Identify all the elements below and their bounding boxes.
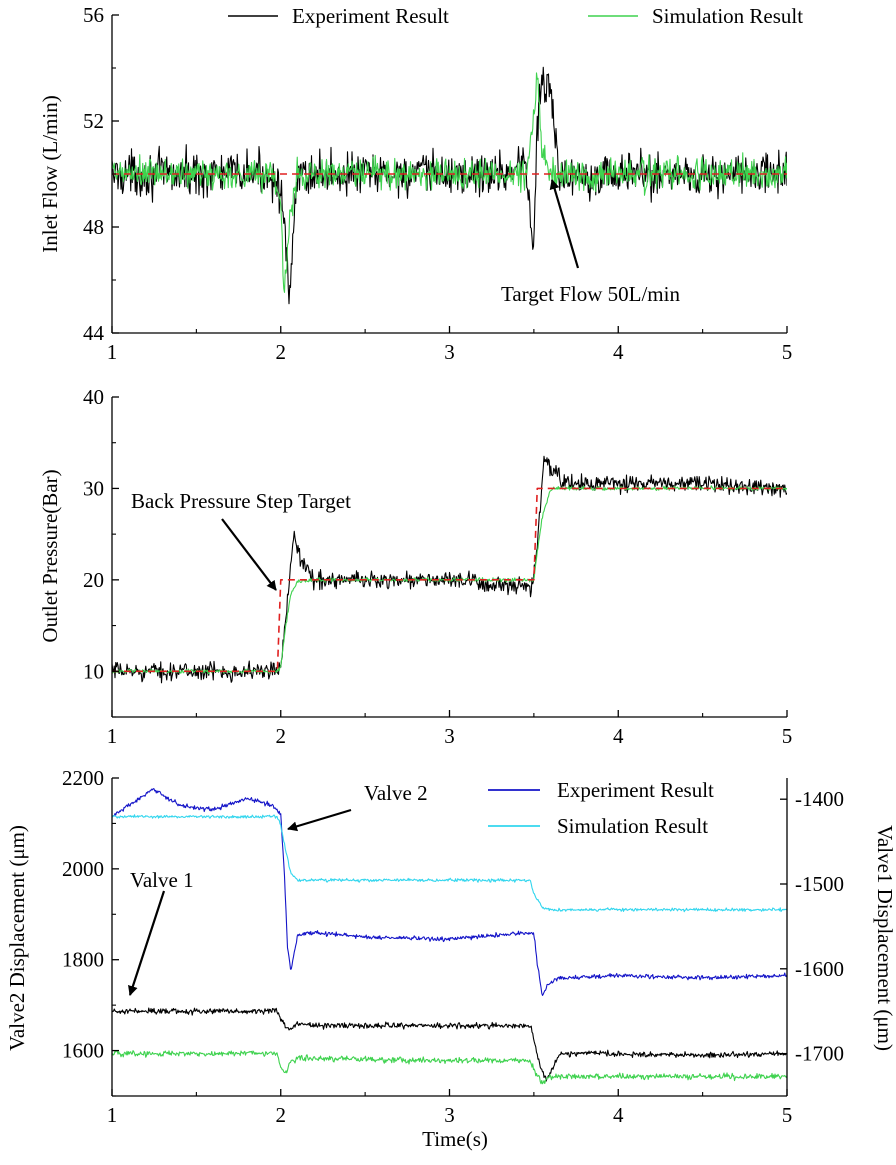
x-tick-label: 2 — [276, 724, 287, 748]
annotation-label: Back Pressure Step Target — [131, 489, 351, 513]
annotation-arrow — [287, 808, 352, 832]
y-axis-label: Outlet Pressure(Bar) — [38, 469, 62, 642]
y-tick-label: 44 — [83, 321, 105, 345]
y2-tick-label: -1400 — [795, 787, 844, 811]
y-tick-label: 52 — [83, 109, 104, 133]
annotation-label: Target Flow 50L/min — [501, 282, 680, 306]
valve-displacement-panel: 1 2 3 4 5 1600 1800 2000 2200 -1700 -1600 -1500 -1… — [5, 766, 896, 1151]
annotation-valve-1: Valve 1 — [128, 868, 194, 996]
y-axis-label-right: Valve1 Displacement (μm) — [873, 825, 896, 1051]
y-tick-label: 10 — [83, 659, 104, 683]
series-line-2 — [112, 487, 787, 673]
x-axis-label: Time(s) — [422, 1127, 488, 1151]
y-axis-label: Inlet Flow (L/min) — [38, 95, 62, 252]
x-tick-label: 3 — [444, 724, 455, 748]
y2-tick-label: -1700 — [795, 1042, 844, 1066]
annotation-arrow — [128, 890, 166, 996]
x-tick-label: 1 — [107, 340, 118, 364]
y-axis-label-left: Valve2 Displacement (μm) — [5, 825, 29, 1051]
y-tick-label: 30 — [83, 476, 104, 500]
annotation-valve-2: Valve 2 — [287, 781, 428, 832]
legend-label-simulation: Simulation Result — [652, 4, 803, 28]
y-tick-label: 2200 — [62, 766, 104, 790]
x-tick-label: 2 — [276, 1103, 287, 1127]
series-line-0 — [112, 66, 787, 305]
series-line-1 — [112, 72, 787, 293]
annotation-arrow — [549, 179, 580, 269]
y-tick-label: 1600 — [62, 1039, 104, 1063]
legend-label-simulation: Simulation Result — [557, 814, 708, 838]
x-tick-label: 4 — [613, 340, 624, 364]
series-line-0 — [112, 788, 787, 996]
x-tick-label: 5 — [782, 724, 793, 748]
inlet-flow-panel: 1 2 3 4 5 44 48 52 56 Inlet Flow (L/min) Experi… — [38, 3, 803, 364]
x-tick-label: 4 — [613, 724, 624, 748]
y2-tick-label: -1600 — [795, 957, 844, 981]
y2-tick-label: -1500 — [795, 872, 844, 896]
y-tick-label: 48 — [83, 215, 104, 239]
x-tick-label: 5 — [782, 1103, 793, 1127]
series-line-2 — [112, 1007, 787, 1082]
outlet-pressure-panel: 1 2 3 4 5 10 20 30 40 Outlet Pressure(Bar) Back… — [38, 385, 792, 748]
y-tick-label: 40 — [83, 385, 104, 409]
annotation-label: Valve 1 — [130, 868, 194, 892]
x-tick-label: 1 — [107, 1103, 118, 1127]
legend: Experiment Result Simulation Result — [228, 4, 803, 28]
x-tick-label: 3 — [444, 340, 455, 364]
y-tick-label: 56 — [83, 3, 104, 27]
x-tick-label: 5 — [782, 340, 793, 364]
annotation-label: Valve 2 — [364, 781, 428, 805]
series-line-1 — [112, 814, 787, 913]
x-tick-label: 3 — [444, 1103, 455, 1127]
legend-label-experiment: Experiment Result — [292, 4, 449, 28]
y-tick-label: 20 — [83, 568, 104, 592]
annotation-arrow — [221, 518, 277, 591]
legend: Experiment Result Simulation Result — [488, 778, 714, 838]
x-tick-label: 4 — [613, 1103, 624, 1127]
y-tick-label: 1800 — [62, 948, 104, 972]
x-tick-label: 1 — [107, 724, 118, 748]
y-tick-label: 2000 — [62, 857, 104, 881]
series-line-0 — [112, 455, 787, 684]
legend-label-experiment: Experiment Result — [557, 778, 714, 802]
annotation-target-flow: Target Flow 50L/min — [501, 179, 680, 306]
series-line-3 — [112, 1050, 787, 1085]
annotation-back-pressure: Back Pressure Step Target — [131, 489, 351, 591]
x-tick-label: 2 — [276, 340, 287, 364]
